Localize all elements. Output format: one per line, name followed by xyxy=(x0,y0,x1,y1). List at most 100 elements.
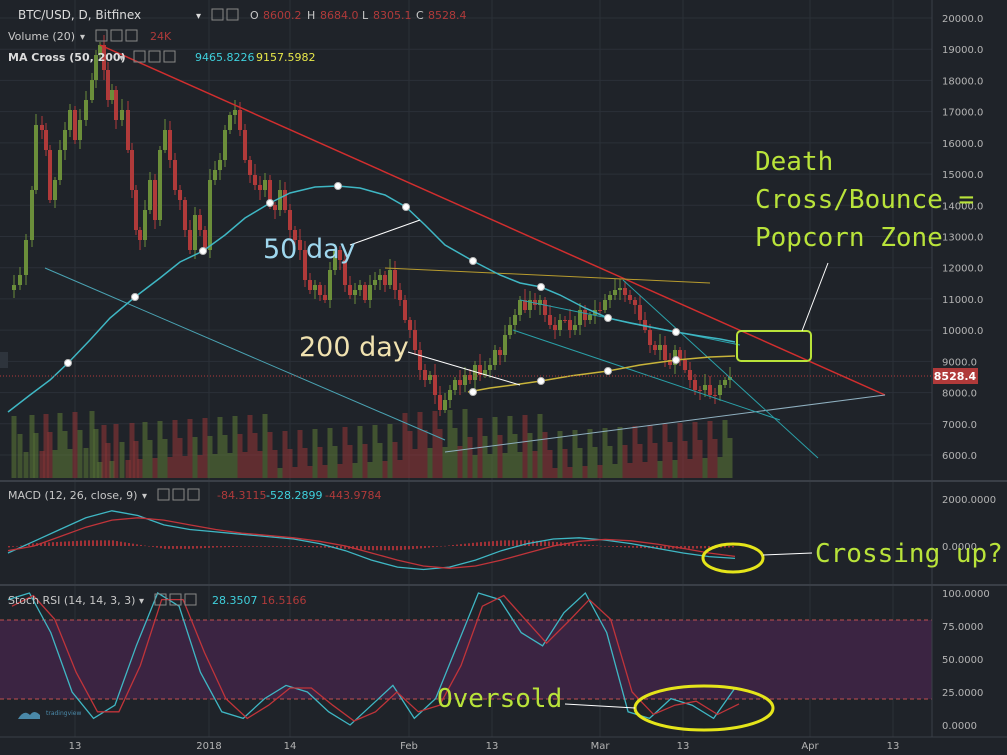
eye-icon[interactable] xyxy=(133,50,146,63)
volume-bar xyxy=(467,437,473,478)
candle-body xyxy=(723,380,727,385)
macd-histogram-bar xyxy=(696,546,698,549)
volume-bar xyxy=(712,439,718,478)
eye-icon[interactable] xyxy=(157,488,170,501)
settings-icon[interactable] xyxy=(172,488,185,501)
macd-histogram-bar xyxy=(28,544,30,546)
trend-resistance-line xyxy=(384,267,711,284)
volume-bar xyxy=(612,464,618,478)
macd-histogram-bar xyxy=(272,546,274,547)
macd-histogram-bar xyxy=(288,546,290,547)
volume-bar xyxy=(237,434,243,478)
ma-point xyxy=(131,293,139,301)
eye-icon[interactable] xyxy=(211,8,224,21)
ma50-line xyxy=(7,185,736,413)
macd-histogram-bar xyxy=(104,540,106,546)
close-icon[interactable] xyxy=(125,29,138,42)
candle-body xyxy=(473,365,477,380)
candle-body xyxy=(318,285,322,295)
macd-histogram-bar xyxy=(708,546,710,549)
volume-bar xyxy=(207,436,213,478)
ma-point xyxy=(266,199,274,207)
symbol-dropdown-icon[interactable]: ▾ xyxy=(196,11,201,22)
settings-icon[interactable] xyxy=(169,593,182,606)
eye-icon[interactable] xyxy=(95,29,108,42)
macd-histogram-bar xyxy=(160,546,162,549)
eye-icon[interactable] xyxy=(154,593,167,606)
volume-bar xyxy=(412,449,418,478)
candle-body xyxy=(298,240,302,250)
price-tick-label: 17000.0 xyxy=(942,108,983,119)
close-icon[interactable] xyxy=(184,593,197,606)
macd-histogram-bar xyxy=(300,546,302,547)
volume-bar xyxy=(347,445,353,478)
price-tick-label: 9000.0 xyxy=(942,357,977,368)
macd-histogram-bar xyxy=(336,546,338,549)
time-axis[interactable]: 13 2018 14 Feb 13 Mar 13 Apr 13 xyxy=(69,741,900,752)
macd-histogram-bar xyxy=(704,546,706,549)
candle-body xyxy=(433,375,437,395)
rsi-band xyxy=(0,620,932,699)
volume-bar xyxy=(147,440,153,478)
volume-bar xyxy=(512,434,518,478)
price-axis[interactable]: 20000.0 19000.0 18000.0 17000.0 16000.0 15000… xyxy=(942,14,983,462)
two-hundred-day-label: 200 day xyxy=(299,332,409,363)
macd-axis[interactable]: 2000.0000 0.0000 xyxy=(942,495,996,553)
rsi-legend: Stoch RSI (14, 14, 3, 3) ▾ 28.3507 16.51… xyxy=(8,593,307,607)
rsi-label[interactable]: Stoch RSI (14, 14, 3, 3) xyxy=(8,594,135,607)
volume-label[interactable]: Volume (20) xyxy=(8,30,75,43)
volume-bar xyxy=(272,450,278,478)
trend-support-line xyxy=(444,394,886,453)
scroll-handle[interactable] xyxy=(0,352,8,368)
volume-bar xyxy=(537,414,543,478)
rsi-axis[interactable]: 100.0000 75.0000 50.0000 25.0000 0.0000 xyxy=(942,589,990,732)
volume-bar xyxy=(662,424,668,478)
price-legend: BTC/USD, D, Bitfinex ▾ O 8600.2 H 8684.0… xyxy=(8,8,467,64)
rsi-tick-label: 0.0000 xyxy=(942,721,977,732)
volume-bar xyxy=(62,431,68,478)
price-tick-label: 14000.0 xyxy=(942,201,983,212)
macd-histogram-bar xyxy=(692,546,694,549)
macd-histogram-bar xyxy=(192,546,194,549)
volume-bar xyxy=(172,420,178,478)
macd-histogram-bar xyxy=(456,544,458,546)
macd-dropdown-icon[interactable]: ▾ xyxy=(142,491,147,502)
candle-body xyxy=(218,160,222,170)
volume-bar xyxy=(407,431,413,478)
macd-histogram-bar xyxy=(320,546,322,548)
settings-icon[interactable] xyxy=(148,50,161,63)
close-icon[interactable] xyxy=(187,488,200,501)
macd-label[interactable]: MACD (12, 26, close, 9) xyxy=(8,489,137,502)
macd-histogram-bar xyxy=(412,546,414,550)
ma-dropdown-icon[interactable]: ▾ xyxy=(119,53,124,64)
settings-icon[interactable] xyxy=(226,8,239,21)
volume-bar xyxy=(692,422,698,478)
candle-body xyxy=(193,215,197,250)
macd-histogram-bar xyxy=(368,546,370,551)
volume-bar xyxy=(362,444,368,478)
crossing-up-pointer xyxy=(762,552,813,556)
symbol-label[interactable]: BTC/USD, D, Bitfinex xyxy=(18,8,141,22)
close-icon[interactable] xyxy=(163,50,176,63)
ma-label[interactable]: MA Cross (50, 200) xyxy=(8,51,126,64)
candle-body xyxy=(94,55,98,80)
candle-body xyxy=(628,295,632,300)
volume-bar xyxy=(482,436,488,478)
macd-histogram-bar xyxy=(596,545,598,547)
volume-bar xyxy=(552,468,558,478)
candle-body xyxy=(613,290,617,295)
macd-histogram-bar xyxy=(280,546,282,547)
volume-dropdown-icon[interactable]: ▾ xyxy=(80,32,85,43)
macd-histogram-bar xyxy=(620,546,622,548)
macd-histogram-bar xyxy=(668,546,670,549)
macd-histogram-bar xyxy=(312,546,314,548)
macd-histogram-bar xyxy=(632,546,634,548)
candle-body xyxy=(368,285,372,300)
settings-icon[interactable] xyxy=(110,29,123,42)
macd-histogram-bar xyxy=(204,546,206,549)
macd-histogram-bar xyxy=(612,546,614,547)
macd-tick-label: 2000.0000 xyxy=(942,495,996,506)
rsi-dropdown-icon[interactable]: ▾ xyxy=(139,596,144,607)
macd-histogram-bar xyxy=(688,546,690,549)
